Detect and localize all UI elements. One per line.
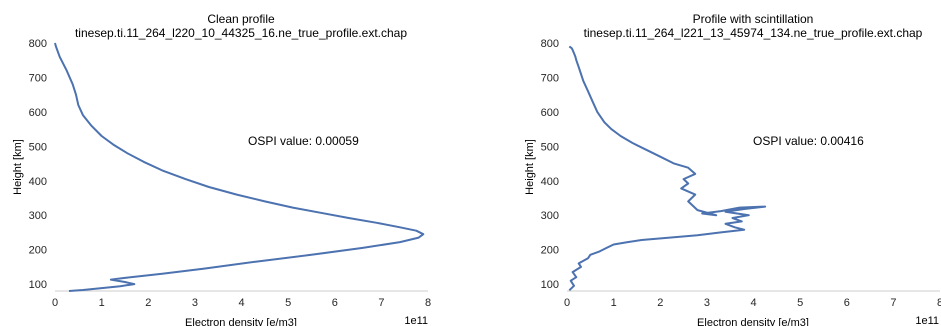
chart-title: Profile with scintillation	[693, 12, 814, 26]
y-tick-label: 100	[541, 279, 559, 291]
x-tick-label: 4	[750, 297, 756, 309]
x-tick-label: 6	[844, 297, 850, 309]
x-tick-label: 8	[425, 297, 431, 309]
ospi-annotation: OSPI value: 0.00416	[753, 134, 864, 148]
y-tick-label: 400	[541, 176, 559, 188]
x-tick-label: 8	[937, 297, 941, 309]
x-axis-label: Electron density [e/m3]	[697, 317, 809, 326]
x-tick-label: 5	[285, 297, 291, 309]
y-tick-label: 600	[29, 107, 47, 119]
y-tick-label: 200	[541, 245, 559, 257]
x-axis-label: Electron density [e/m3]	[185, 317, 297, 326]
density-profile-line	[54, 42, 425, 292]
plot-area	[54, 42, 429, 292]
x-tick-label: 6	[332, 297, 338, 309]
x-offset-label: 1e11	[404, 315, 428, 326]
y-tick-label: 300	[29, 210, 47, 222]
x-tick-label: 0	[564, 297, 570, 309]
density-profile-line	[568, 45, 767, 292]
chart-subtitle: tinesep.ti.11_264_l221_13_45974_134.ne_t…	[584, 26, 923, 40]
clean-profile-panel: Clean profile tinesep.ti.11_264_l220_10_…	[12, 12, 431, 326]
y-tick-label: 500	[29, 141, 47, 153]
y-tick-label: 600	[541, 107, 559, 119]
x-tick-label: 2	[657, 297, 663, 309]
y-tick-label: 800	[29, 38, 47, 50]
x-offset-label: 1e11	[915, 315, 939, 326]
ospi-annotation: OSPI value: 0.00059	[248, 134, 359, 148]
plot-area	[566, 42, 941, 292]
y-tick-label: 100	[29, 279, 47, 291]
x-tick-label: 4	[238, 297, 244, 309]
y-tick-label: 300	[541, 210, 559, 222]
chart-subtitle: tinesep.ti.11_264_l220_10_44325_16.ne_tr…	[75, 26, 407, 40]
x-tick-label: 1	[611, 297, 617, 309]
x-tick-label: 1	[99, 297, 105, 309]
scintillation-profile-panel: Profile with scintillation tinesep.ti.11…	[524, 12, 941, 326]
y-axis-label: Height [km]	[12, 139, 24, 195]
x-tick-label: 0	[52, 297, 58, 309]
y-tick-label: 500	[541, 141, 559, 153]
y-tick-label: 700	[541, 72, 559, 84]
x-tick-label: 5	[797, 297, 803, 309]
chart-title: Clean profile	[207, 12, 275, 26]
x-tick-label: 3	[192, 297, 198, 309]
y-tick-label: 400	[29, 176, 47, 188]
y-tick-label: 800	[541, 38, 559, 50]
y-tick-label: 700	[29, 72, 47, 84]
x-tick-label: 3	[704, 297, 710, 309]
x-tick-label: 2	[145, 297, 151, 309]
x-tick-label: 7	[890, 297, 896, 309]
y-tick-label: 200	[29, 245, 47, 257]
x-tick-label: 7	[378, 297, 384, 309]
y-axis-label: Height [km]	[524, 139, 536, 195]
